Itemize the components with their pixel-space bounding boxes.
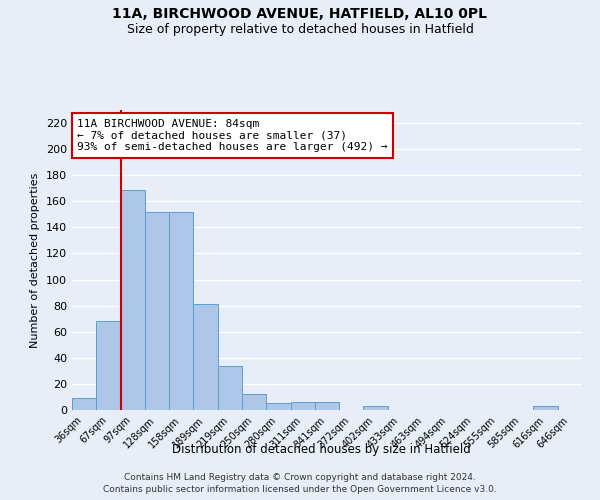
Y-axis label: Number of detached properties: Number of detached properties: [31, 172, 40, 348]
Bar: [121, 190, 145, 410]
Bar: [242, 394, 266, 410]
Bar: [72, 398, 96, 410]
Bar: [96, 322, 121, 410]
Bar: [169, 212, 193, 410]
Bar: [533, 406, 558, 410]
Text: Distribution of detached houses by size in Hatfield: Distribution of detached houses by size …: [172, 442, 470, 456]
Bar: [218, 366, 242, 410]
Text: 11A BIRCHWOOD AVENUE: 84sqm
← 7% of detached houses are smaller (37)
93% of semi: 11A BIRCHWOOD AVENUE: 84sqm ← 7% of deta…: [77, 119, 388, 152]
Text: Contains HM Land Registry data © Crown copyright and database right 2024.: Contains HM Land Registry data © Crown c…: [124, 472, 476, 482]
Text: Contains public sector information licensed under the Open Government Licence v3: Contains public sector information licen…: [103, 485, 497, 494]
Bar: [315, 402, 339, 410]
Bar: [266, 404, 290, 410]
Bar: [290, 402, 315, 410]
Text: Size of property relative to detached houses in Hatfield: Size of property relative to detached ho…: [127, 22, 473, 36]
Bar: [364, 406, 388, 410]
Text: 11A, BIRCHWOOD AVENUE, HATFIELD, AL10 0PL: 11A, BIRCHWOOD AVENUE, HATFIELD, AL10 0P…: [113, 8, 487, 22]
Bar: [193, 304, 218, 410]
Bar: [145, 212, 169, 410]
